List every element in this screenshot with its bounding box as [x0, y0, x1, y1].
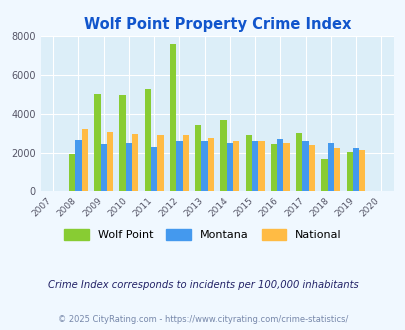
Bar: [119, 95, 126, 191]
Bar: [277, 140, 283, 191]
Bar: [302, 141, 308, 191]
Legend: Wolf Point, Montana, National: Wolf Point, Montana, National: [64, 229, 341, 240]
Bar: [232, 141, 239, 191]
Bar: [132, 134, 138, 191]
Text: © 2025 CityRating.com - https://www.cityrating.com/crime-statistics/: © 2025 CityRating.com - https://www.city…: [58, 315, 347, 324]
Bar: [270, 144, 277, 191]
Bar: [182, 135, 188, 191]
Bar: [258, 141, 264, 191]
Bar: [220, 120, 226, 191]
Text: Crime Index corresponds to incidents per 100,000 inhabitants: Crime Index corresponds to incidents per…: [47, 280, 358, 290]
Bar: [75, 140, 81, 191]
Bar: [207, 139, 213, 191]
Bar: [195, 124, 201, 191]
Bar: [283, 143, 289, 191]
Bar: [81, 129, 88, 191]
Bar: [69, 153, 75, 191]
Bar: [157, 135, 163, 191]
Bar: [295, 133, 302, 191]
Bar: [201, 141, 207, 191]
Bar: [176, 141, 182, 191]
Bar: [327, 143, 333, 191]
Bar: [169, 45, 176, 191]
Bar: [320, 159, 327, 191]
Bar: [251, 141, 258, 191]
Bar: [94, 94, 100, 191]
Bar: [352, 148, 358, 191]
Title: Wolf Point Property Crime Index: Wolf Point Property Crime Index: [83, 17, 350, 32]
Bar: [151, 147, 157, 191]
Bar: [308, 145, 314, 191]
Bar: [107, 132, 113, 191]
Bar: [245, 135, 251, 191]
Bar: [144, 89, 151, 191]
Bar: [358, 150, 364, 191]
Bar: [345, 152, 352, 191]
Bar: [100, 144, 107, 191]
Bar: [226, 143, 232, 191]
Bar: [333, 148, 339, 191]
Bar: [126, 143, 132, 191]
